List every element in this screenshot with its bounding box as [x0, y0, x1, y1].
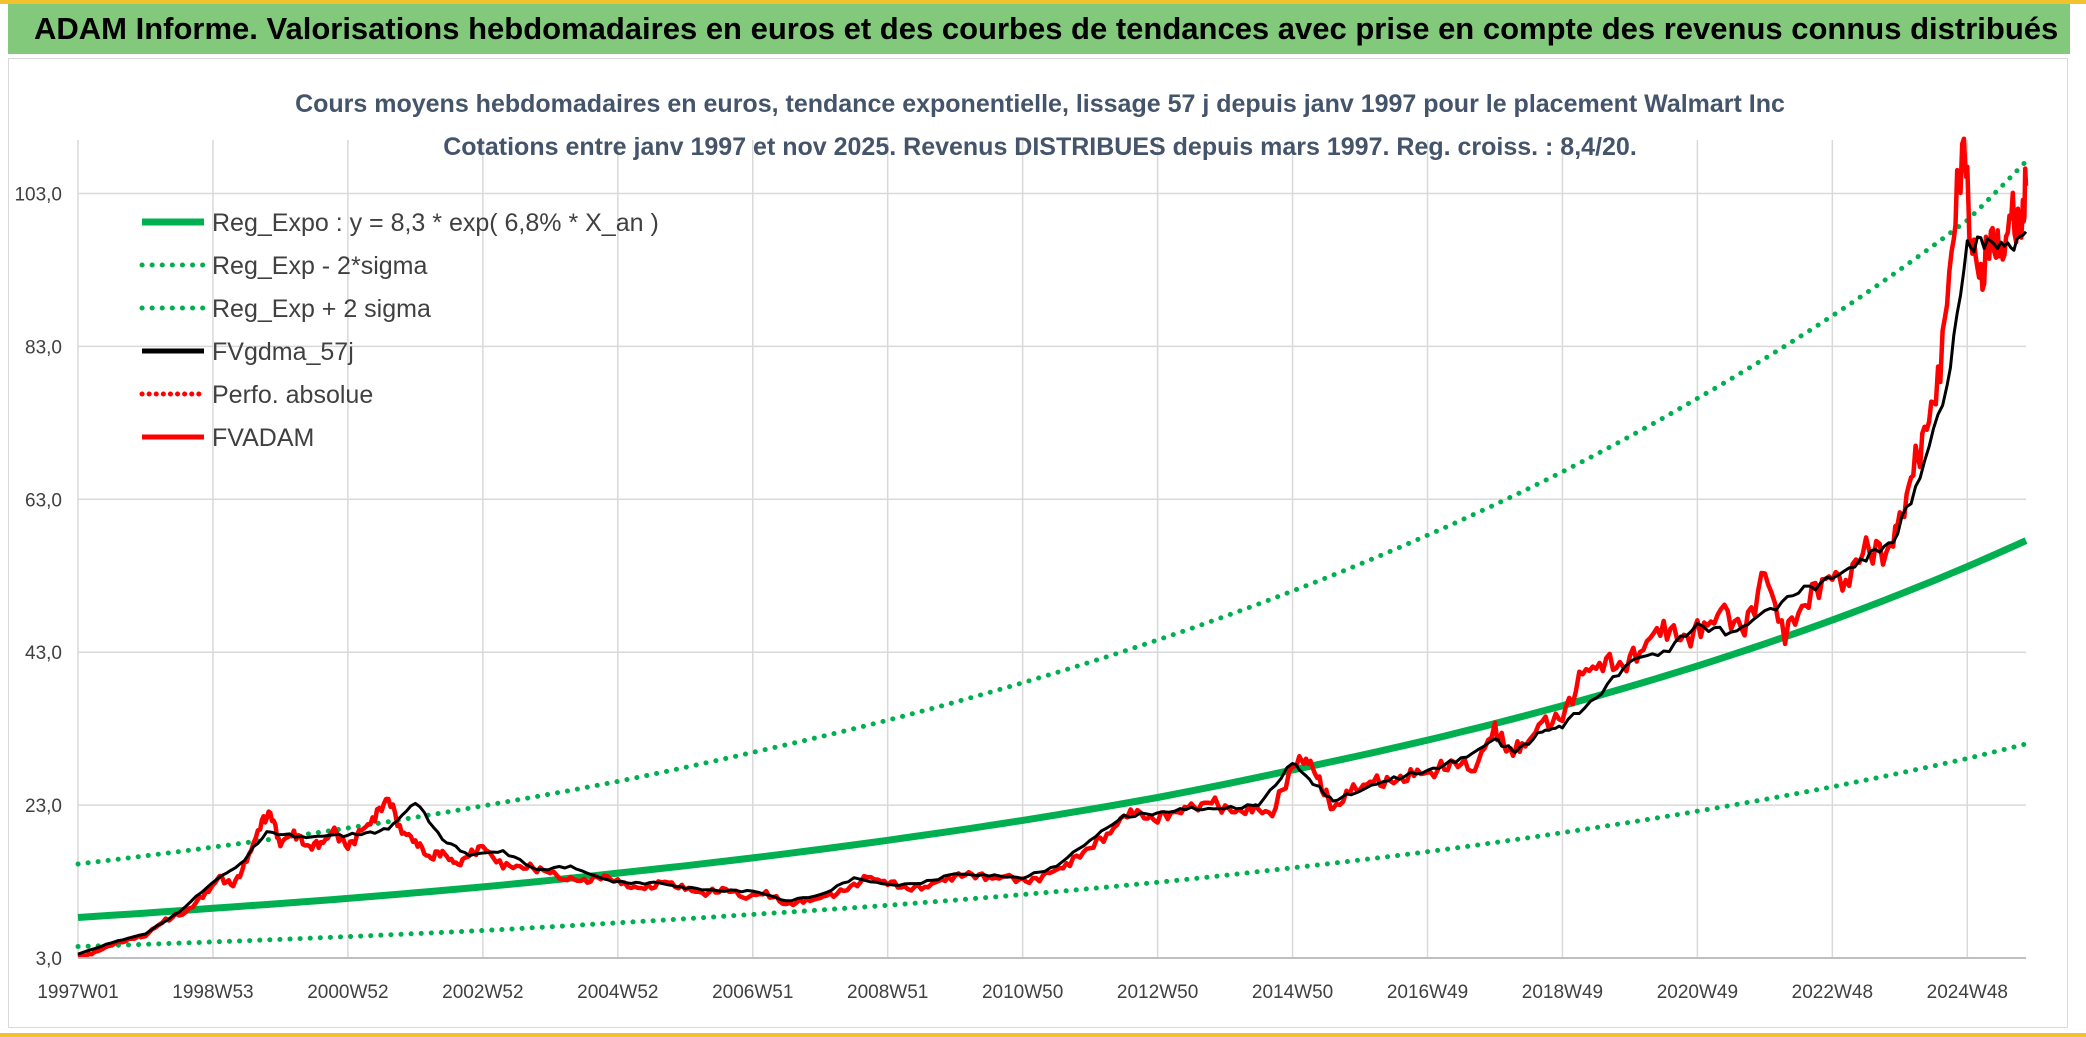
- y-tick-label: 63,0: [25, 490, 62, 511]
- legend-label-reg-plus-2sigma-line: Reg_Exp + 2 sigma: [212, 295, 431, 323]
- y-tick-label: 43,0: [25, 643, 62, 664]
- x-tick-label: 2004W52: [577, 982, 658, 1003]
- chart-panel: [8, 58, 2068, 1028]
- x-tick-label: 2022W48: [1792, 982, 1873, 1003]
- legend-label-reg-minus-2sigma-line: Reg_Exp - 2*sigma: [212, 252, 427, 280]
- y-tick-label: 23,0: [25, 796, 62, 817]
- legend: Reg_Expo : y = 8,3 * exp( 6,8% * X_an ) R…: [139, 209, 659, 452]
- x-tick-label: 2002W52: [442, 982, 523, 1003]
- legend-label-perfo-absolue-line: Perfo. absolue: [212, 381, 373, 409]
- legend-label-fvadam-line: FVADAM: [212, 424, 314, 452]
- y-tick-label: 103,0: [14, 185, 62, 206]
- x-tick-label: 1998W53: [172, 982, 253, 1003]
- x-tick-label: 2016W49: [1387, 982, 1468, 1003]
- series-layer: [75, 136, 2029, 959]
- y-tick-label: 3,0: [36, 949, 62, 970]
- page-banner-title: ADAM Informe. Valorisations hebdomadaire…: [8, 4, 2070, 54]
- reg-expo-line: [77, 537, 2028, 921]
- y-tick-label: 83,0: [25, 337, 62, 358]
- legend-label-reg-expo-line: Reg_Expo : y = 8,3 * exp( 6,8% * X_an ): [212, 209, 659, 237]
- x-tick-label: 2014W50: [1252, 982, 1333, 1003]
- reg-minus-2sigma-line: [75, 741, 2029, 949]
- x-tick-label: 2024W48: [1927, 982, 2008, 1003]
- x-tick-label: 2012W50: [1117, 982, 1198, 1003]
- chart-title: Cours moyens hebdomadaires en euros, ten…: [295, 90, 1785, 118]
- fvgdma-57j-line: [77, 230, 2028, 956]
- reg-plus-2sigma-line: [75, 158, 2029, 867]
- legend-label-fvgdma-57j-line: FVgdma_57j: [212, 338, 354, 366]
- x-tick-label: 1997W01: [37, 982, 118, 1003]
- chart-subtitle: Cotations entre janv 1997 et nov 2025. R…: [443, 133, 1637, 161]
- x-tick-label: 2018W49: [1522, 982, 1603, 1003]
- x-tick-label: 2020W49: [1657, 982, 1738, 1003]
- axis-layer: 3,0 23,0 43,0 63,0 83,0 103,0 1997W01 1998W53 20…: [14, 185, 2026, 1003]
- x-tick-label: 2008W51: [847, 982, 928, 1003]
- x-tick-label: 2006W51: [712, 982, 793, 1003]
- x-tick-label: 2000W52: [307, 982, 388, 1003]
- x-tick-label: 2010W50: [982, 982, 1063, 1003]
